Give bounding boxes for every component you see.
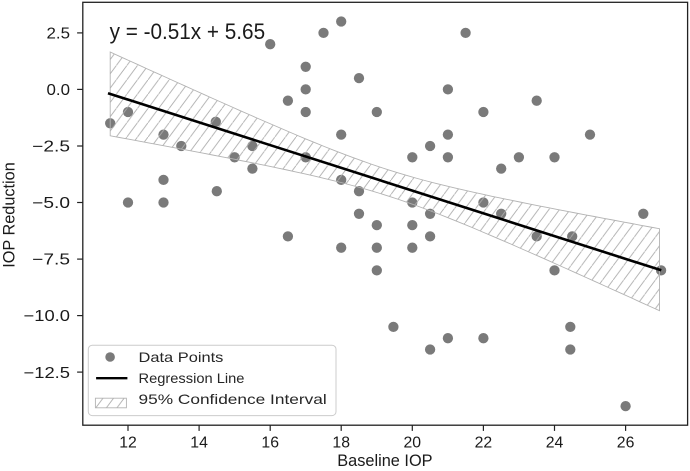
svg-text:24: 24 (546, 435, 564, 452)
svg-text:Baseline IOP: Baseline IOP (337, 451, 432, 470)
svg-text:−12.5: −12.5 (24, 365, 71, 382)
svg-text:14: 14 (190, 435, 208, 452)
svg-text:95% Confidence Interval: 95% Confidence Interval (139, 391, 327, 407)
svg-text:−7.5: −7.5 (32, 252, 70, 269)
svg-text:16: 16 (261, 435, 279, 452)
svg-text:−10.0: −10.0 (24, 308, 71, 325)
svg-text:12: 12 (119, 435, 137, 452)
svg-text:−5.0: −5.0 (32, 195, 70, 212)
svg-text:2.5: 2.5 (47, 26, 71, 43)
svg-text:20: 20 (404, 435, 422, 452)
svg-text:Regression Line: Regression Line (139, 370, 245, 386)
svg-text:IOP Reduction: IOP Reduction (1, 162, 19, 268)
svg-text:y = -0.51x + 5.65: y = -0.51x + 5.65 (110, 19, 266, 44)
svg-text:−2.5: −2.5 (32, 139, 70, 156)
svg-text:0.0: 0.0 (47, 82, 71, 99)
svg-text:18: 18 (332, 435, 350, 452)
svg-text:Data Points: Data Points (139, 349, 224, 365)
svg-text:22: 22 (475, 435, 493, 452)
svg-text:26: 26 (617, 435, 635, 452)
